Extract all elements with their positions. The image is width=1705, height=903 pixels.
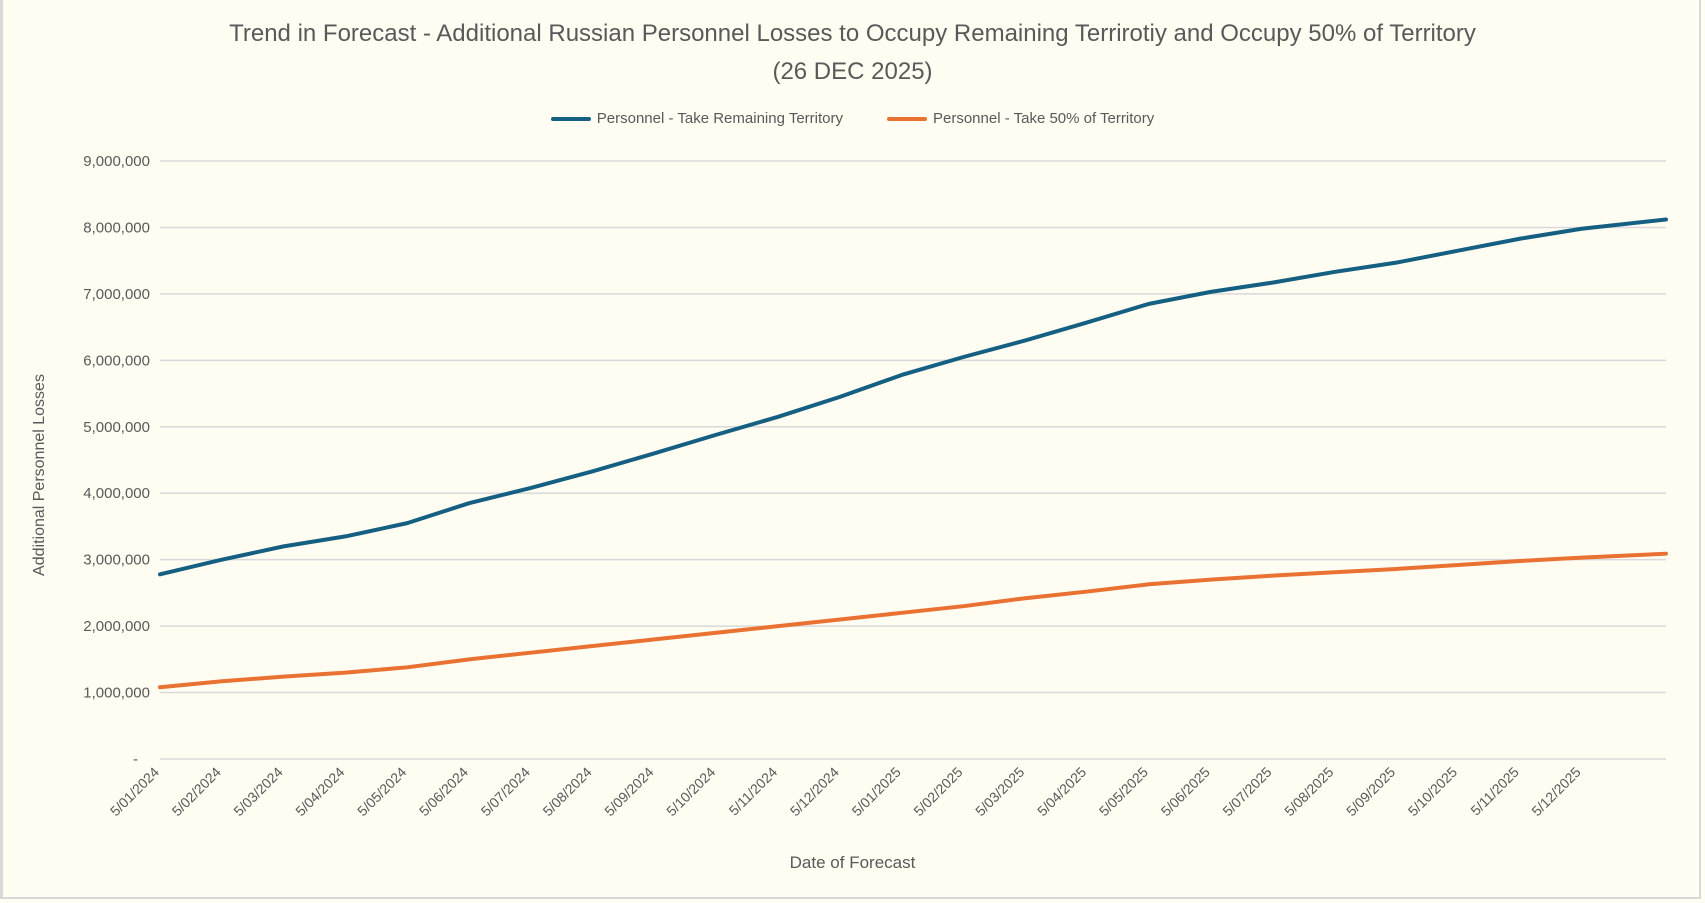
legend: Personnel - Take Remaining Territory Per… — [0, 110, 1705, 127]
chart-subtitle: (26 DEC 2025) — [772, 58, 933, 85]
x-tick-label: 5/05/2024 — [354, 764, 410, 820]
x-tick-label: 5/11/2025 — [1467, 764, 1522, 819]
x-tick-label: 5/07/2025 — [1219, 764, 1275, 820]
chart-title: Trend in Forecast - Additional Russian P… — [229, 20, 1476, 47]
legend-swatch-remaining — [550, 116, 591, 121]
x-tick-label: 5/09/2025 — [1343, 764, 1399, 820]
x-tick-label: 5/10/2024 — [663, 764, 719, 820]
x-tick-label: 5/10/2025 — [1405, 764, 1461, 820]
legend-label-50pct: Personnel - Take 50% of Territory — [933, 110, 1155, 127]
x-axis-title: Date of Forecast — [789, 853, 916, 872]
y-axis-title: Additional Personnel Losses — [31, 374, 48, 576]
y-tick-label: 1,000,000 — [83, 685, 150, 702]
x-tick-label: 5/07/2024 — [478, 764, 534, 820]
x-tick-label: 5/02/2025 — [910, 764, 966, 820]
legend-label-remaining: Personnel - Take Remaining Territory — [596, 110, 843, 127]
x-tick-label: 5/02/2024 — [169, 764, 225, 820]
series-line-0 — [158, 217, 1668, 577]
legend-item-50pct: Personnel - Take 50% of Territory — [887, 110, 1154, 127]
x-tick-label: 5/03/2024 — [230, 764, 286, 820]
y-tick-label: 9,000,000 — [83, 153, 150, 170]
legend-swatch-50pct — [887, 116, 927, 121]
x-tick-label: 5/09/2024 — [601, 764, 657, 820]
y-tick-label: 2,000,000 — [83, 618, 150, 635]
y-tick-label: 3,000,000 — [83, 552, 150, 569]
series-line-1 — [158, 551, 1668, 690]
y-tick-label: 8,000,000 — [83, 219, 150, 236]
y-tick-label: 4,000,000 — [83, 485, 150, 502]
x-tick-label: 5/06/2024 — [416, 764, 472, 820]
x-tick-label: 5/05/2025 — [1096, 764, 1152, 820]
x-tick-label: 5/04/2025 — [1034, 764, 1090, 820]
y-tick-label: 7,000,000 — [83, 286, 150, 303]
y-tick-label: 6,000,000 — [83, 352, 150, 369]
x-tick-label: 5/08/2025 — [1281, 764, 1337, 820]
x-tick-label: 5/01/2024 — [107, 764, 163, 820]
y-tick-label: 5,000,000 — [83, 419, 150, 436]
legend-item-remaining: Personnel - Take Remaining Territory — [550, 110, 843, 127]
x-tick-label: 5/03/2025 — [972, 764, 1028, 820]
x-tick-label: 5/12/2024 — [787, 764, 843, 820]
x-tick-label: 5/06/2025 — [1158, 764, 1214, 820]
x-tick-label: 5/11/2024 — [726, 764, 781, 819]
x-tick-label: 5/08/2024 — [539, 764, 595, 820]
x-tick-label: 5/01/2025 — [848, 764, 904, 820]
y-tick-label: - — [133, 751, 138, 768]
x-tick-label: 5/04/2024 — [292, 764, 348, 820]
x-tick-label: 5/12/2025 — [1528, 764, 1584, 820]
